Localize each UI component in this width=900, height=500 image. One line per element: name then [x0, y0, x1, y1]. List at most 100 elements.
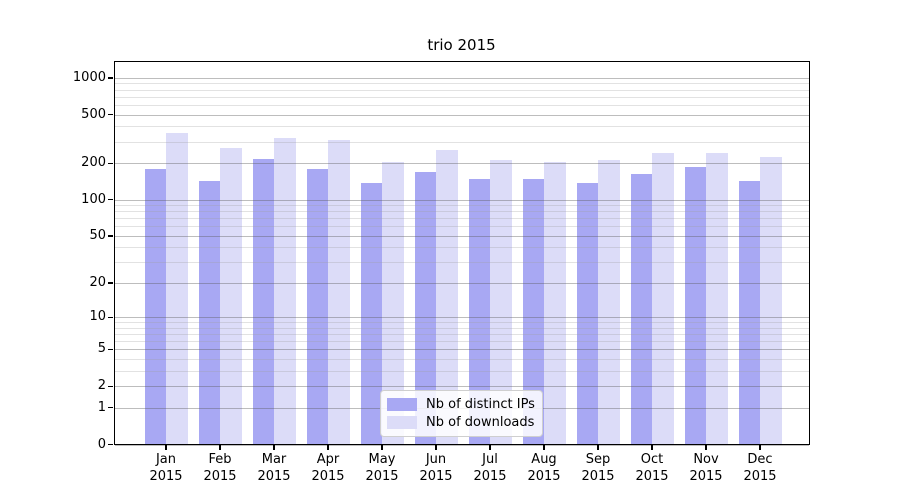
- bar-oct-distinct-ips: [630, 173, 652, 444]
- x-tick-sep: [597, 444, 599, 450]
- gridline-30: [114, 262, 809, 264]
- gridline-8: [114, 327, 809, 329]
- gridline-90: [114, 205, 809, 207]
- gridline-50: [114, 235, 809, 237]
- chart-title: trio 2015: [427, 36, 496, 54]
- legend-label-downloads: Nb of downloads: [426, 415, 535, 430]
- x-tick-label-apr: Apr 2015: [311, 451, 345, 485]
- y-tick-label-1: 1: [97, 399, 106, 415]
- bar-dec-downloads: [760, 157, 782, 444]
- x-tick-dec: [759, 444, 761, 450]
- gridline-800: [114, 89, 809, 91]
- x-tick-aug: [543, 444, 545, 450]
- x-tick-jun: [435, 444, 437, 450]
- x-tick-label-may: May 2015: [365, 451, 399, 485]
- x-tick-label-jul: Jul 2015: [473, 451, 507, 485]
- legend-label-distinct-ips: Nb of distinct IPs: [426, 397, 535, 412]
- y-tick-100: [108, 199, 113, 201]
- x-tick-nov: [705, 444, 707, 450]
- bar-may-downloads: [382, 162, 404, 444]
- bar-oct-downloads: [652, 152, 674, 444]
- gridline-700: [114, 96, 809, 98]
- gridline-500: [114, 114, 809, 116]
- gridline-80: [114, 211, 809, 213]
- gridline-60: [114, 226, 809, 228]
- y-tick-0: [108, 444, 113, 446]
- bar-jan-downloads: [166, 133, 188, 444]
- gridline-200: [114, 163, 809, 165]
- bar-jun-distinct-ips: [414, 171, 436, 444]
- gridline-70: [114, 218, 809, 220]
- x-tick-label-nov: Nov 2015: [689, 451, 723, 485]
- x-tick-label-dec: Dec 2015: [743, 451, 777, 485]
- x-tick-jul: [489, 444, 491, 450]
- y-tick-label-10: 10: [89, 309, 106, 325]
- gridline-400: [114, 126, 809, 128]
- y-tick-label-5: 5: [97, 341, 106, 357]
- legend: Nb of distinct IPs Nb of downloads: [380, 390, 543, 437]
- gridline-20: [114, 282, 809, 284]
- gridline-9: [114, 322, 809, 324]
- gridline-10: [114, 317, 809, 319]
- y-tick-1000: [108, 77, 113, 79]
- bar-jul-distinct-ips: [468, 178, 490, 444]
- bar-nov-downloads: [706, 153, 728, 444]
- y-tick-label-100: 100: [81, 191, 106, 207]
- x-tick-oct: [651, 444, 653, 450]
- bar-sep-downloads: [598, 159, 620, 444]
- y-tick-label-0: 0: [97, 436, 106, 452]
- legend-swatch-distinct-ips: [387, 398, 417, 411]
- y-tick-label-1000: 1000: [72, 69, 106, 85]
- legend-row-downloads: Nb of downloads: [387, 415, 536, 430]
- bar-feb-distinct-ips: [198, 181, 220, 444]
- bar-apr-downloads: [328, 139, 350, 444]
- y-tick-10: [108, 316, 113, 318]
- y-tick-1: [108, 407, 113, 409]
- x-tick-jan: [165, 444, 167, 450]
- gridline-3: [114, 370, 809, 372]
- bar-jan-distinct-ips: [144, 169, 166, 444]
- bar-aug-distinct-ips: [522, 178, 544, 444]
- bar-may-distinct-ips: [360, 182, 382, 444]
- bar-sep-distinct-ips: [576, 183, 598, 444]
- x-tick-label-jan: Jan 2015: [149, 451, 183, 485]
- gridline-1000: [114, 77, 809, 79]
- bar-mar-downloads: [274, 138, 296, 444]
- y-tick-20: [108, 282, 113, 284]
- x-tick-mar: [273, 444, 275, 450]
- x-tick-label-jun: Jun 2015: [419, 451, 453, 485]
- y-tick-label-200: 200: [81, 155, 106, 171]
- gridline-300: [114, 141, 809, 143]
- bar-dec-distinct-ips: [738, 180, 760, 444]
- gridline-600: [114, 104, 809, 106]
- x-tick-label-feb: Feb 2015: [203, 451, 237, 485]
- y-tick-label-500: 500: [81, 106, 106, 122]
- x-tick-feb: [219, 444, 221, 450]
- x-tick-may: [381, 444, 383, 450]
- gridline-2: [114, 386, 809, 388]
- y-tick-5: [108, 348, 113, 351]
- gridline-4: [114, 359, 809, 361]
- y-tick-200: [108, 162, 113, 164]
- x-tick-label-aug: Aug 2015: [527, 451, 561, 485]
- bar-feb-downloads: [220, 148, 242, 444]
- y-tick-label-2: 2: [97, 378, 106, 394]
- legend-row-distinct-ips: Nb of distinct IPs: [387, 397, 536, 412]
- bar-jul-downloads: [490, 160, 512, 444]
- y-tick-500: [108, 114, 113, 116]
- gridline-7: [114, 334, 809, 336]
- gridline-6: [114, 341, 809, 343]
- bar-jun-downloads: [436, 150, 458, 444]
- x-tick-label-sep: Sep 2015: [581, 451, 615, 485]
- y-tick-label-50: 50: [89, 227, 106, 243]
- bar-mar-distinct-ips: [252, 159, 274, 444]
- y-tick-50: [108, 235, 113, 237]
- legend-swatch-downloads: [387, 416, 417, 429]
- bar-aug-downloads: [544, 161, 566, 444]
- x-tick-label-mar: Mar 2015: [257, 451, 291, 485]
- x-tick-apr: [327, 444, 329, 450]
- bar-apr-distinct-ips: [306, 169, 328, 444]
- bar-nov-distinct-ips: [684, 167, 706, 444]
- x-tick-label-oct: Oct 2015: [635, 451, 669, 485]
- gridline-40: [114, 247, 809, 249]
